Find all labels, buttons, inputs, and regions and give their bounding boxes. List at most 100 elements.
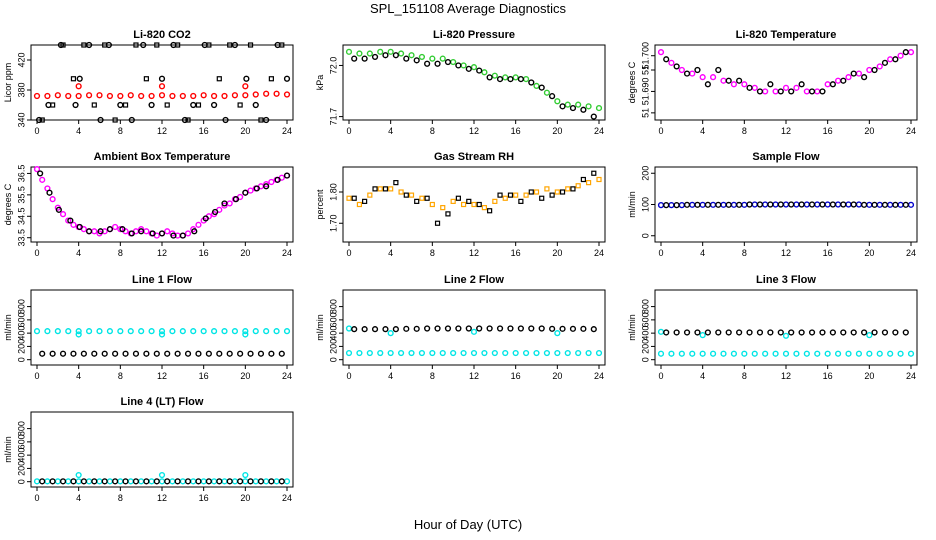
panel-3-y-tick-label: 51.690 xyxy=(640,78,650,106)
panel-6-y-tick-label: 200 xyxy=(640,166,650,181)
panel-6-series-2-point xyxy=(788,201,795,208)
panel-2-x-tick-label: 24 xyxy=(594,126,604,136)
panel-5-series-1-point xyxy=(367,192,373,198)
panel-4-series-2-point xyxy=(85,228,93,235)
panel-5-series-2-point xyxy=(393,180,399,186)
panel-10-series-1-point xyxy=(96,478,103,485)
panel-6-series-1-point xyxy=(907,201,915,208)
panel-2-series-1-point xyxy=(387,48,394,55)
panel-7-series-1-point xyxy=(138,328,145,335)
panel-10-series-1-point xyxy=(210,478,218,485)
panel-1-series-2-point xyxy=(97,116,104,124)
panel-10-x-tick-label: 0 xyxy=(34,493,39,503)
panel-9-series-3-point xyxy=(683,329,691,336)
panel-5-series-1-point xyxy=(575,183,581,189)
panel-5-series-2-point xyxy=(424,195,430,201)
panel-2-series-1-point xyxy=(356,50,363,57)
panel-6-series-1-point xyxy=(824,201,831,208)
panel-6-series-2-point xyxy=(746,201,753,208)
panel-1-series-1-point xyxy=(185,117,191,123)
panel-9-x-tick-label: 0 xyxy=(658,371,663,381)
panel-2-series-2-point xyxy=(413,57,420,64)
panel-1-series-1-point xyxy=(216,76,222,82)
panel-7-series-3-point xyxy=(205,350,212,357)
panel-7-series-3-point xyxy=(184,350,192,357)
panel-3-x-tick-label: 24 xyxy=(906,126,916,136)
panel-10-series-3-point xyxy=(257,478,265,485)
panel-5-x-tick-label: 8 xyxy=(430,248,435,258)
panel-10-series-1-point xyxy=(283,478,291,485)
panel-4-series-2-point xyxy=(232,196,240,203)
panel-6-title: Sample Flow xyxy=(752,151,820,163)
panel-7-series-1-point xyxy=(242,328,249,335)
panel-8-series-3-point xyxy=(351,326,358,333)
panel-7-series-3-point xyxy=(153,350,160,357)
panel-1-series-3-point xyxy=(138,92,145,100)
panel-9-x-tick-label: 24 xyxy=(906,371,916,381)
panel-2-series-2-point xyxy=(444,58,452,66)
panel-6-series-1-point xyxy=(720,201,727,208)
panel-1-series-2-point xyxy=(85,41,93,49)
panel-4-y-tick-label: 34.5 xyxy=(16,208,26,226)
panel-2-series-2-point xyxy=(517,75,524,83)
panel-1-series-3-point xyxy=(54,92,61,99)
panel-1-series-3-point xyxy=(273,90,280,97)
panel-4-series-2-point xyxy=(212,208,219,216)
panel-1-series-1-point xyxy=(258,117,264,123)
panel-2-frame xyxy=(342,44,606,121)
panel-1-series-3-point xyxy=(190,92,197,100)
panel-2-title: Li-820 Pressure xyxy=(433,29,515,41)
panel-2-series-1-point xyxy=(543,89,551,96)
panel-8-x-tick-label: 24 xyxy=(594,371,604,381)
panel-2-x-tick-label: 16 xyxy=(511,126,521,136)
panel-5-series-2-point xyxy=(455,195,461,201)
panel-8-series-3-point xyxy=(424,325,431,332)
panel-5-series-2-point xyxy=(497,192,503,198)
panel-5-series-2-point xyxy=(351,195,357,201)
panel-7-x-tick-label: 24 xyxy=(282,371,292,381)
panel-8-series-3-point xyxy=(434,325,441,332)
panel-1-y-tick-label: 380 xyxy=(16,82,26,97)
panel-3-series-1-point xyxy=(834,77,842,84)
panel-7-series-1-point xyxy=(44,328,51,335)
panel-1-series-1-point xyxy=(112,117,118,123)
panel-3-series-1-point xyxy=(907,49,915,56)
panel-5-series-2-point xyxy=(549,192,555,198)
panel-9-series-3-point xyxy=(756,329,764,336)
panel-2-series-1-point xyxy=(460,62,467,69)
panel-4-x-tick-label: 16 xyxy=(199,248,209,258)
panel-3-series-2-point xyxy=(694,66,701,74)
panel-1-series-2-point xyxy=(57,41,65,49)
panel-3-x-tick-label: 0 xyxy=(658,126,663,136)
panel-7-series-1-point xyxy=(33,328,41,335)
panel-1-series-3-point xyxy=(242,92,249,99)
panel-9-series-3-point xyxy=(819,329,826,336)
panel-4-series-2-point xyxy=(263,183,270,190)
panel-7-series-3-point xyxy=(143,350,150,357)
panel-1-series-3-point xyxy=(283,91,291,98)
panel-2-y-axis-label: kPa xyxy=(315,75,325,91)
panel-5-series-2-point xyxy=(580,176,586,183)
panel-6-series-2-point xyxy=(819,201,826,208)
panel-5-series-1-point xyxy=(460,201,467,208)
panel-7-series-1-point xyxy=(263,328,270,335)
panel-1-series-3-point xyxy=(44,92,51,100)
panel-9-series-1-point xyxy=(803,350,810,357)
panel-2-series-2-point xyxy=(569,104,577,112)
panel-2-y-tick-label: 71.7 xyxy=(328,108,338,126)
panel-6-x-tick-label: 12 xyxy=(781,248,791,258)
panel-10-y-tick-label: 800 xyxy=(16,421,26,436)
panel-4-series-2-point xyxy=(149,230,156,237)
panel-4-series-1-point xyxy=(65,217,72,224)
panel-4-series-2-point xyxy=(202,215,209,222)
panel-1-series-3-point xyxy=(85,92,93,99)
panel-5-series-2-point xyxy=(382,186,389,192)
panel-3-series-2-point xyxy=(861,74,868,81)
panel-4-series-1-point xyxy=(221,202,228,209)
panel-7-y-tick-label: 0 xyxy=(16,357,26,362)
panel-5-x-tick-label: 0 xyxy=(346,248,351,258)
panel-9-series-1-point xyxy=(751,350,758,357)
panel-7-series-3-point xyxy=(112,350,119,357)
panel-3-series-2-point xyxy=(881,59,889,66)
panel-1-x-tick-label: 24 xyxy=(282,126,292,136)
